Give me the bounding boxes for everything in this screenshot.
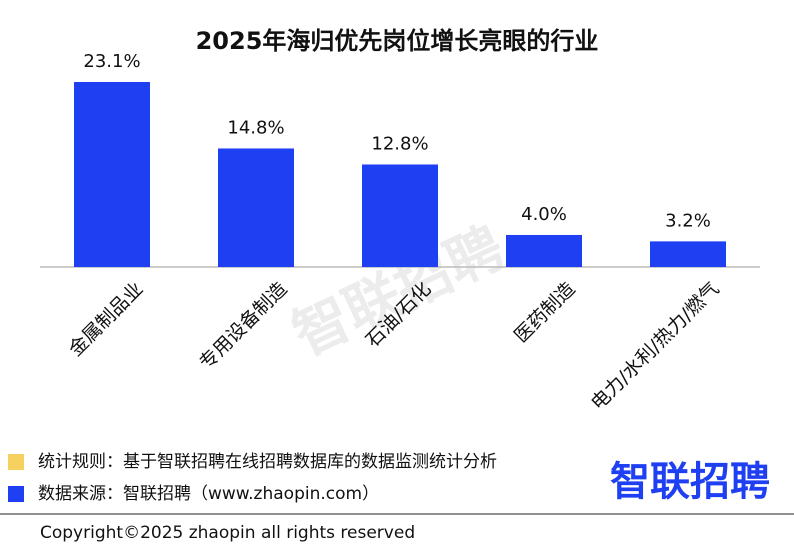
bar xyxy=(362,164,438,267)
bar xyxy=(506,234,582,267)
bar xyxy=(218,148,294,267)
value-label: 3.2% xyxy=(665,210,711,231)
note-marker xyxy=(8,486,24,502)
chart-title: 2025年海归优先岗位增长亮眼的行业 xyxy=(196,27,599,55)
value-label: 4.0% xyxy=(521,204,567,225)
note-marker xyxy=(8,454,24,470)
copyright: Copyright©2025 zhaopin all rights reserv… xyxy=(40,523,415,543)
bar xyxy=(74,82,150,267)
logo: 智联招聘 xyxy=(610,459,770,505)
value-label: 12.8% xyxy=(371,133,428,154)
note: 数据来源：智联招聘（www.zhaopin.com） xyxy=(38,484,379,504)
bar xyxy=(650,241,726,267)
value-label: 14.8% xyxy=(227,117,284,138)
note: 统计规则：基于智联招聘在线招聘数据库的数据监测统计分析 xyxy=(38,452,497,472)
value-label: 23.1% xyxy=(83,51,140,72)
